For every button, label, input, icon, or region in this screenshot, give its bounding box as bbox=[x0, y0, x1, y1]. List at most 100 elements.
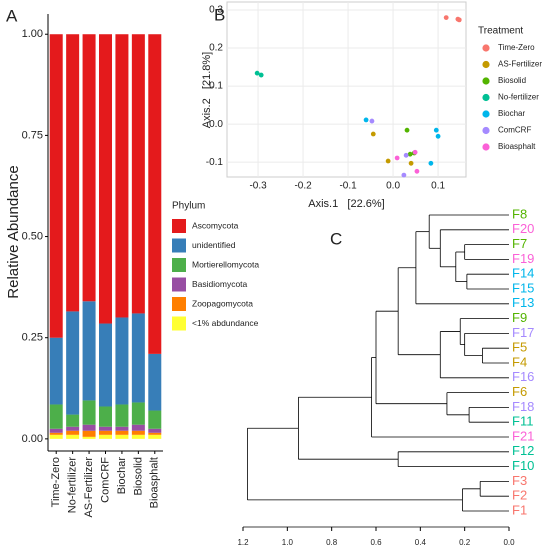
point bbox=[370, 131, 376, 137]
bar-segment bbox=[99, 323, 112, 407]
point bbox=[258, 72, 264, 78]
legend-label: Ascomycota bbox=[192, 220, 239, 230]
leaf-label: F17 bbox=[512, 325, 534, 340]
leaf-label: F1 bbox=[512, 502, 527, 517]
y-tick-label: 0.2 bbox=[209, 43, 223, 54]
bar-segment bbox=[66, 311, 80, 415]
panel-label: C bbox=[330, 229, 342, 248]
bar-segment bbox=[115, 317, 129, 405]
leaf-label: F3 bbox=[512, 473, 527, 488]
x-tick-label: Time-Zero bbox=[50, 457, 62, 507]
x-tick-label: -0.3 bbox=[249, 181, 267, 192]
bar-segment bbox=[82, 301, 96, 401]
bar-segment bbox=[49, 434, 63, 439]
point bbox=[394, 155, 400, 161]
bar-segment bbox=[66, 430, 80, 435]
bar-segment bbox=[115, 404, 129, 427]
point bbox=[403, 152, 409, 158]
bar-segment bbox=[148, 434, 162, 439]
legend-key bbox=[172, 258, 186, 272]
legend-label: Biochar bbox=[498, 109, 525, 118]
bar-segment bbox=[82, 436, 96, 439]
bar-segment bbox=[82, 424, 96, 431]
x-tick-label: Biosolid bbox=[132, 457, 144, 496]
bar-segment bbox=[99, 406, 112, 427]
bar-segment bbox=[148, 428, 162, 433]
legend-label: No-fertilizer bbox=[498, 93, 539, 102]
leaf-label: F8 bbox=[512, 206, 527, 221]
y-tick-label: 0.75 bbox=[22, 129, 43, 141]
legend-label: Time-Zero bbox=[498, 43, 535, 52]
leaf-label: F11 bbox=[512, 414, 533, 429]
x-tick-label: No-fertilizer bbox=[67, 457, 79, 514]
bar-segment bbox=[115, 426, 129, 431]
bar-segment bbox=[49, 428, 63, 433]
x-tick-label: 0.0 bbox=[503, 538, 515, 547]
leaf-label: F2 bbox=[512, 488, 527, 503]
point bbox=[363, 117, 369, 123]
bar-segment bbox=[99, 34, 112, 324]
bar-segment bbox=[148, 34, 162, 354]
bar-segment bbox=[49, 34, 63, 338]
bar-segment bbox=[82, 430, 96, 437]
x-tick-label: -0.2 bbox=[294, 181, 312, 192]
legend-key bbox=[172, 277, 186, 292]
bar-segment bbox=[148, 410, 162, 429]
y-tick-label: 0.1 bbox=[209, 81, 223, 92]
legend-key bbox=[482, 126, 490, 135]
legend-label: Basidiomycota bbox=[192, 279, 248, 289]
leaf-label: F18 bbox=[512, 399, 534, 414]
bar-segment bbox=[131, 402, 145, 425]
legend-title: Treatment bbox=[478, 26, 523, 37]
point bbox=[369, 118, 375, 124]
legend-label: ComCRF bbox=[498, 126, 531, 135]
bar-segment bbox=[82, 400, 96, 425]
x-tick-label: 0.8 bbox=[326, 538, 338, 547]
leaf-label: F15 bbox=[512, 280, 534, 295]
x-tick-label: 1.0 bbox=[282, 538, 294, 547]
y-tick-label: 0.3 bbox=[209, 5, 223, 16]
point bbox=[385, 158, 391, 164]
legend-key bbox=[172, 297, 186, 311]
leaf-label: F7 bbox=[512, 236, 527, 251]
y-tick-label: 0.0 bbox=[209, 119, 223, 130]
y-tick-label: 0.00 bbox=[22, 433, 43, 445]
bar-segment bbox=[49, 432, 63, 435]
y-axis-title: Relative Abundance bbox=[5, 165, 22, 298]
bar-segment bbox=[82, 34, 96, 302]
x-tick-label: ComCRF bbox=[99, 457, 111, 503]
point bbox=[428, 160, 434, 166]
bar-segment bbox=[49, 337, 63, 405]
point bbox=[407, 151, 413, 157]
legend-key bbox=[482, 77, 490, 85]
legend-key bbox=[482, 143, 490, 151]
legend-key bbox=[482, 44, 490, 52]
plot-panel bbox=[226, 1, 467, 178]
point bbox=[412, 149, 418, 155]
legend-label: Mortierellomycota bbox=[192, 259, 259, 269]
bar-segment bbox=[66, 426, 80, 431]
legend-label: unidentified bbox=[192, 240, 236, 250]
legend-label: AS-Fertilizer bbox=[498, 60, 542, 69]
x-tick-label: AS-Fertilizer bbox=[83, 457, 95, 518]
y-tick-label: 1.00 bbox=[22, 28, 43, 40]
x-tick-label: 0.4 bbox=[415, 538, 427, 547]
x-tick-label: 0.0 bbox=[386, 181, 400, 192]
point bbox=[254, 70, 260, 76]
point bbox=[404, 127, 410, 133]
legend-title: Phylum bbox=[172, 201, 205, 212]
legend-key bbox=[172, 316, 186, 331]
bar-segment bbox=[66, 414, 80, 427]
y-tick-label: -0.1 bbox=[206, 157, 224, 168]
x-axis-title: Axis.1 [22.6%] bbox=[308, 198, 384, 210]
legend-key bbox=[172, 238, 186, 253]
panel-label: B bbox=[214, 5, 225, 24]
point bbox=[401, 172, 407, 178]
x-tick-label: 1.2 bbox=[237, 538, 249, 547]
bar-segment bbox=[115, 434, 129, 439]
legend-label: <1% abdundance bbox=[192, 318, 259, 328]
bar-segment bbox=[99, 434, 112, 439]
bar-segment bbox=[49, 404, 63, 429]
legend-key bbox=[172, 219, 186, 233]
leaf-label: F9 bbox=[512, 310, 527, 325]
